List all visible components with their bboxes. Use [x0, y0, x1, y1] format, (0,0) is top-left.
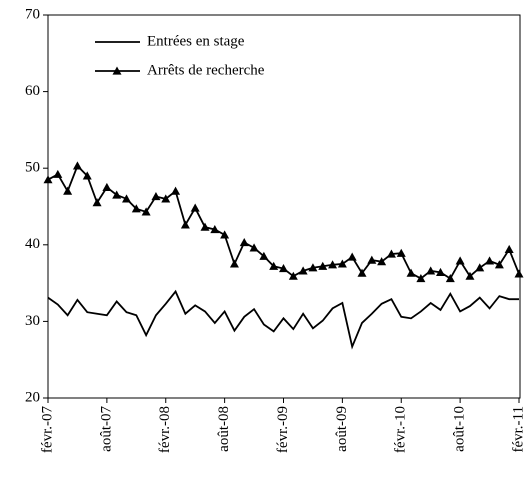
marker — [308, 263, 318, 272]
marker — [82, 171, 92, 180]
marker — [239, 238, 249, 247]
legend-marker — [112, 66, 122, 75]
legend-label: Entrées en stage — [147, 33, 245, 49]
marker — [406, 268, 416, 277]
marker — [259, 251, 269, 260]
series-line — [47, 289, 519, 350]
y-tick-label: 40 — [25, 236, 40, 252]
marker — [180, 220, 190, 229]
marker — [72, 161, 82, 170]
marker — [504, 244, 514, 253]
marker — [220, 230, 230, 239]
marker — [161, 194, 171, 203]
marker — [43, 175, 53, 184]
marker — [200, 222, 210, 231]
marker — [171, 186, 181, 195]
marker — [298, 266, 308, 275]
marker — [288, 271, 298, 280]
marker — [396, 248, 406, 257]
marker — [386, 249, 396, 258]
y-tick-label: 60 — [25, 83, 40, 99]
marker — [426, 266, 436, 275]
marker — [53, 169, 63, 178]
marker — [249, 243, 259, 252]
marker — [367, 255, 377, 264]
marker — [210, 224, 220, 234]
marker — [514, 269, 524, 278]
marker — [445, 274, 455, 283]
marker — [416, 274, 426, 283]
y-tick-label: 20 — [25, 389, 40, 405]
marker — [494, 260, 504, 269]
marker — [318, 261, 328, 270]
marker — [436, 267, 445, 276]
marker — [485, 256, 495, 265]
marker — [337, 259, 347, 268]
marker — [347, 252, 357, 261]
marker — [279, 264, 288, 273]
marker — [131, 204, 141, 213]
x-tick-label: févr.-09 — [275, 406, 291, 453]
marker — [112, 190, 122, 199]
marker — [151, 192, 161, 201]
y-tick-label: 70 — [25, 6, 40, 22]
x-tick-label: août-09 — [334, 406, 350, 452]
x-tick-label: août-07 — [98, 406, 114, 452]
x-tick-label: août-10 — [452, 406, 468, 452]
x-tick-label: févr.-08 — [157, 406, 173, 453]
marker — [122, 194, 131, 203]
marker — [190, 203, 200, 212]
marker — [377, 257, 387, 266]
x-tick-label: févr.-07 — [39, 406, 55, 454]
marker — [465, 271, 475, 280]
marker — [92, 198, 102, 207]
legend-label: Arrêts de recherche — [147, 62, 265, 78]
y-tick-label: 50 — [25, 160, 40, 176]
marker — [328, 260, 338, 269]
series-line — [47, 164, 520, 280]
marker — [357, 268, 367, 277]
marker — [455, 256, 465, 265]
x-tick-label: août-08 — [216, 406, 232, 452]
marker — [102, 182, 112, 191]
marker — [269, 261, 279, 270]
marker — [475, 263, 485, 272]
x-tick-label: févr.-10 — [393, 406, 409, 453]
marker — [141, 207, 151, 216]
x-tick-label: févr.-11 — [510, 406, 524, 453]
y-tick-label: 30 — [25, 313, 40, 329]
marker — [229, 259, 239, 268]
marker — [63, 186, 73, 195]
